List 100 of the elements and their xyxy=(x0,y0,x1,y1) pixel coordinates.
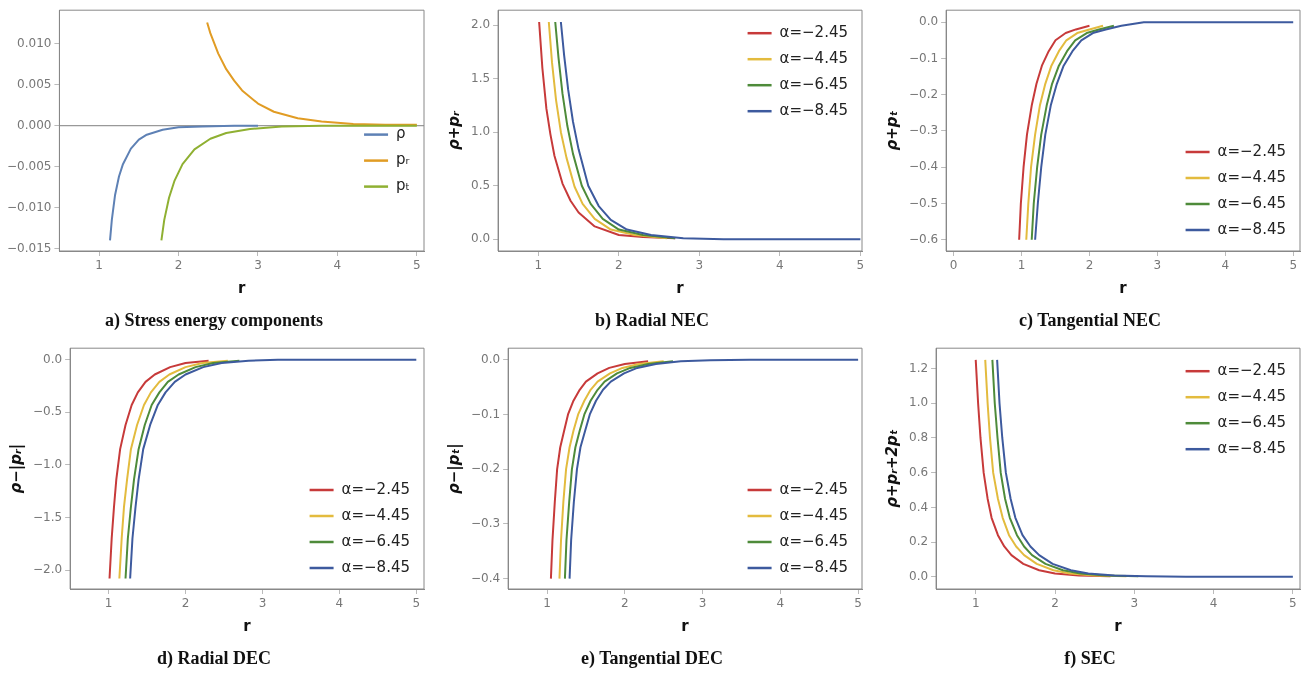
legend-label: pᵣ xyxy=(396,150,410,169)
legend-label: pₜ xyxy=(396,176,411,195)
x-tick-label: 2 xyxy=(1051,596,1059,611)
x-tick-label: 4 xyxy=(776,258,784,273)
y-axis-title: ρ+pᵣ+2pₜ xyxy=(882,429,901,508)
x-tick-label: 3 xyxy=(1130,596,1139,611)
y-tick-label: 0.0 xyxy=(919,14,939,29)
y-axis-title: ρ+pᵣ xyxy=(444,109,463,150)
x-tick-label: 4 xyxy=(335,596,344,611)
x-tick-label: 2 xyxy=(615,258,623,273)
y-tick-label: 0.2 xyxy=(908,534,929,549)
x-tick-label: 1 xyxy=(534,258,543,273)
x-tick-label: 1 xyxy=(104,596,113,611)
x-tick-label: 4 xyxy=(776,596,785,611)
x-tick-label: 5 xyxy=(413,258,421,273)
x-tick-label: 2 xyxy=(181,596,190,611)
x-tick-label: 1 xyxy=(95,258,103,273)
text: d) Radial DEC xyxy=(156,647,272,669)
text: f) SEC xyxy=(1064,647,1116,669)
legend-label: α=−6.45 xyxy=(1217,413,1287,432)
y-tick-label: −2.0 xyxy=(33,562,63,577)
x-axis-title: r xyxy=(681,617,690,636)
x-tick-label: 5 xyxy=(1289,258,1298,273)
y-tick-label: 0.0 xyxy=(43,351,63,366)
x-tick-label: 5 xyxy=(854,596,862,611)
y-tick-label: −0.2 xyxy=(909,86,939,101)
x-tick-label: 5 xyxy=(856,258,865,273)
y-tick-label: −1.5 xyxy=(33,509,63,524)
x-tick-label: 4 xyxy=(333,258,342,273)
x-axis-title: r xyxy=(676,279,685,298)
y-tick-label: −0.015 xyxy=(6,240,52,255)
y-tick-label: 0.4 xyxy=(908,499,929,514)
x-axis-title: r xyxy=(1119,279,1128,298)
y-tick-label: 1.5 xyxy=(470,70,491,85)
text: c) Tangential NEC xyxy=(1018,309,1162,331)
y-tick-label: 1.0 xyxy=(470,124,491,139)
x-tick-label: 3 xyxy=(254,258,262,273)
y-tick-label: 0.8 xyxy=(908,430,929,445)
x-tick-label: 4 xyxy=(1221,258,1230,273)
legend-label: α=−4.45 xyxy=(1217,167,1287,186)
y-tick-label: 1.0 xyxy=(908,395,929,410)
x-tick-label: 4 xyxy=(1209,596,1218,611)
y-tick-label: 0.6 xyxy=(908,464,929,479)
x-tick-label: 1 xyxy=(1017,258,1026,273)
y-tick-label: −0.005 xyxy=(6,158,52,173)
legend-label: α=−8.45 xyxy=(1217,219,1287,238)
legend-label: α=−4.45 xyxy=(779,505,849,524)
x-axis-title: r xyxy=(243,617,252,636)
y-tick-label: 2.0 xyxy=(470,17,491,32)
legend-label: α=−8.45 xyxy=(341,557,411,576)
y-tick-label: −0.010 xyxy=(6,199,52,214)
x-axis-title: r xyxy=(1114,617,1123,636)
y-tick-label: 0.5 xyxy=(470,177,491,192)
legend-label: α=−6.45 xyxy=(1217,193,1287,212)
text: e) Tangential DEC xyxy=(580,647,724,669)
legend-label: α=−2.45 xyxy=(341,479,411,498)
y-tick-label: −0.3 xyxy=(909,123,939,138)
y-tick-label: 0.005 xyxy=(17,76,52,91)
y-tick-label: −0.3 xyxy=(471,516,501,530)
x-tick-label: 0 xyxy=(949,258,958,273)
y-tick-label: −0.1 xyxy=(471,406,501,421)
legend-label: α=−2.45 xyxy=(779,23,849,42)
x-axis-title: r xyxy=(238,279,246,298)
y-tick-label: −0.4 xyxy=(909,159,939,174)
x-tick-label: 3 xyxy=(695,258,704,273)
y-tick-label: −0.2 xyxy=(471,461,501,476)
legend-label: α=−4.45 xyxy=(341,505,411,524)
y-tick-label: −0.6 xyxy=(909,231,939,246)
legend-label: α=−6.45 xyxy=(341,531,411,550)
text: b) Radial NEC xyxy=(594,309,710,331)
legend-label: α=−2.45 xyxy=(779,479,849,498)
legend-label: α=−8.45 xyxy=(779,557,849,576)
legend-label: α=−6.45 xyxy=(779,531,849,550)
x-tick-label: 1 xyxy=(971,596,980,611)
legend-label: α=−4.45 xyxy=(779,49,849,68)
x-tick-label: 5 xyxy=(1289,596,1297,611)
x-tick-label: 2 xyxy=(174,258,183,273)
x-tick-label: 1 xyxy=(543,596,551,611)
legend-label: α=−2.45 xyxy=(1217,361,1287,380)
x-tick-label: 3 xyxy=(1153,258,1162,273)
legend-label: ρ xyxy=(396,124,406,143)
y-tick-label: 0.0 xyxy=(481,351,501,366)
legend-label: α=−6.45 xyxy=(779,75,849,94)
y-tick-label: −0.5 xyxy=(33,404,63,419)
y-tick-label: 0.010 xyxy=(17,35,52,50)
y-tick-label: −1.0 xyxy=(33,457,63,472)
y-axis-title: ρ+pₜ xyxy=(882,110,901,151)
text: a) Stress energy components xyxy=(104,309,324,331)
y-axis-title: ρ−|pᵣ| xyxy=(6,443,26,494)
x-tick-label: 3 xyxy=(698,596,707,611)
x-tick-label: 2 xyxy=(620,596,629,611)
y-tick-label: 1.2 xyxy=(908,360,929,375)
x-tick-label: 3 xyxy=(258,596,267,611)
y-tick-label: 0.0 xyxy=(470,231,491,246)
y-tick-label: −0.5 xyxy=(909,195,939,210)
legend-label: α=−2.45 xyxy=(1217,141,1287,160)
legend-label: α=−8.45 xyxy=(1217,439,1287,458)
x-tick-label: 5 xyxy=(412,596,421,611)
y-axis-title: ρ−|pₜ| xyxy=(444,443,464,495)
y-tick-label: 0.000 xyxy=(17,117,52,132)
